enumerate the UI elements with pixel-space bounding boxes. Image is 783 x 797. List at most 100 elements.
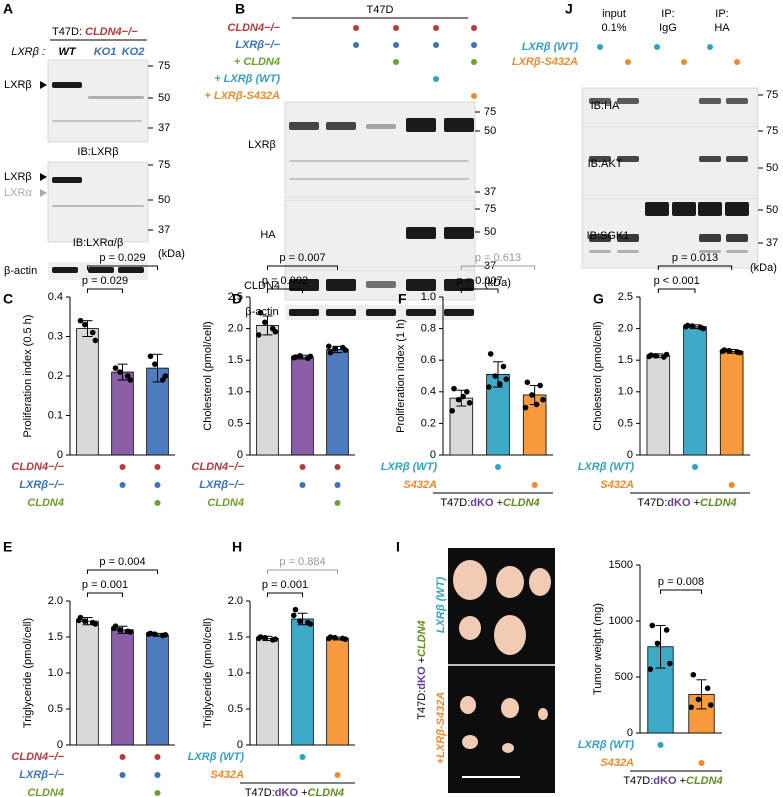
data-point xyxy=(89,329,96,336)
panel-letter: G xyxy=(593,291,604,307)
condition-label: S432A xyxy=(600,757,634,769)
band xyxy=(52,177,82,183)
label-part: T47D: xyxy=(245,787,275,797)
label: LXRβ−/− xyxy=(235,39,280,51)
condition-dot xyxy=(433,76,439,82)
condition-label: CLDN4−/− xyxy=(11,461,64,473)
bar xyxy=(76,620,99,746)
condition-dot xyxy=(154,500,161,506)
bar xyxy=(256,638,279,746)
y-tick-label: 2.5 xyxy=(228,291,243,303)
label: 75 xyxy=(766,125,778,137)
label: 75 xyxy=(766,89,778,101)
condition-dot xyxy=(334,464,341,470)
data-point xyxy=(540,396,546,403)
condition-dot xyxy=(433,42,439,48)
y-tick-label: 2.0 xyxy=(618,323,633,335)
data-point xyxy=(663,351,670,358)
data-point xyxy=(297,618,303,624)
band xyxy=(589,250,611,253)
condition-dot xyxy=(625,59,631,65)
data-point xyxy=(325,635,332,642)
condition-dot xyxy=(334,482,341,488)
band xyxy=(289,122,319,130)
y-tick-label: 1.0 xyxy=(228,667,243,679)
error-bar xyxy=(655,624,666,669)
bar xyxy=(291,618,314,746)
data-point xyxy=(127,629,134,635)
bar xyxy=(291,356,314,456)
band xyxy=(699,250,721,253)
significance-bracket xyxy=(657,288,696,293)
panel-letter: A xyxy=(3,1,13,17)
p-value: p = 0.002 xyxy=(262,275,308,287)
y-tick-label: 1.0 xyxy=(48,667,63,679)
bar xyxy=(146,634,169,746)
label: (kDa) xyxy=(750,262,777,274)
data-point xyxy=(297,352,303,359)
condition-label: LXRβ (WT) xyxy=(381,461,438,473)
condition-dot xyxy=(393,25,399,31)
condition-label: LXRβ (WT) xyxy=(578,739,635,751)
error-bar xyxy=(262,315,273,336)
band xyxy=(326,309,356,316)
data-point xyxy=(262,634,268,641)
y-tick-label: 0.4 xyxy=(48,291,63,303)
multi-label: T47D:dKO +CLDN4 xyxy=(637,497,736,509)
band xyxy=(289,160,469,162)
p-value: p = 0.029 xyxy=(99,252,145,264)
p-value: p = 0.029 xyxy=(82,275,128,287)
condition-dot xyxy=(393,42,399,48)
condition-label: CLDN4 xyxy=(207,497,244,509)
label: LXRα xyxy=(4,187,32,199)
condition-dot xyxy=(433,25,439,31)
blot xyxy=(581,87,759,125)
data-point xyxy=(683,323,689,330)
label: IB:LXRα/β xyxy=(73,237,124,249)
condition-label: CLDN4−/− xyxy=(11,751,64,763)
data-point xyxy=(449,407,455,414)
condition-label: S432A xyxy=(403,479,437,491)
panel-letter: I xyxy=(396,539,400,555)
y-tick-label: 0 xyxy=(627,727,633,739)
multi-label: T47D:dKO +CLDN4 xyxy=(416,620,428,719)
label: input xyxy=(602,8,626,20)
condition-dot xyxy=(734,59,740,65)
band xyxy=(444,279,474,291)
y-tick-label: 2.0 xyxy=(48,595,63,607)
label: CLDN4−/− xyxy=(227,22,280,34)
label: (kDa) xyxy=(484,277,511,289)
condition-label: LXRβ (WT) xyxy=(188,751,245,763)
y-tick-label: 0.6 xyxy=(421,354,436,366)
condition-label: CLDN4 xyxy=(27,787,64,797)
bar xyxy=(76,328,99,456)
bar xyxy=(111,629,134,746)
arrow xyxy=(40,173,47,181)
condition-dot xyxy=(393,59,399,65)
data-point xyxy=(700,325,707,332)
label-part: T47D: xyxy=(416,690,428,720)
tumor xyxy=(494,615,526,655)
condition-dot xyxy=(154,464,161,470)
data-point xyxy=(262,319,268,326)
p-value: p = 0.008 xyxy=(658,576,704,588)
data-point xyxy=(666,660,673,667)
significance-bracket xyxy=(267,592,303,597)
y-tick-label: 0.5 xyxy=(228,703,243,715)
data-point xyxy=(92,621,99,627)
data-point xyxy=(332,346,338,352)
bar xyxy=(326,349,349,456)
label: LXRβ xyxy=(248,139,276,151)
data-point xyxy=(152,631,158,637)
tumor xyxy=(460,696,476,714)
significance-bracket xyxy=(87,569,158,574)
band xyxy=(88,267,114,273)
data-point xyxy=(688,704,695,711)
condition-dot xyxy=(334,772,341,778)
label-part: + xyxy=(416,657,428,666)
condition-dot xyxy=(698,760,705,766)
band xyxy=(589,156,611,162)
bar xyxy=(326,638,349,746)
data-point xyxy=(537,382,543,389)
